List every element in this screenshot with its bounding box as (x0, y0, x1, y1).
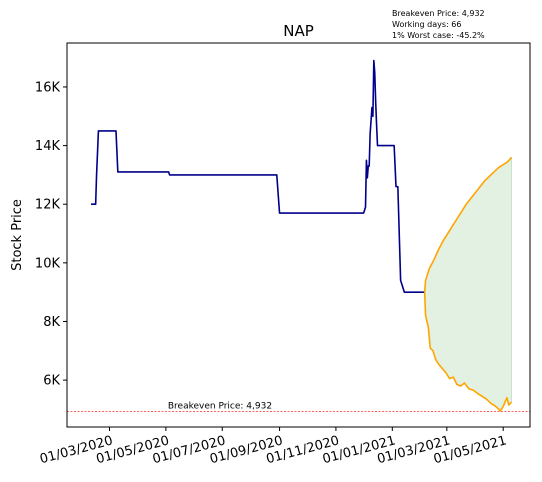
y-tick-label: 6K (43, 374, 60, 389)
y-tick-label: 8K (43, 315, 60, 330)
series-history-line (91, 59, 425, 293)
y-tick-label: 14K (35, 139, 61, 154)
y-tick-label: 16K (35, 80, 61, 95)
chart-title: NAP (283, 22, 314, 40)
y-tick-label: 12K (35, 198, 61, 213)
breakeven-layer: Breakeven Price: 4,932 (67, 401, 530, 412)
forecast-range-layer (424, 157, 513, 411)
y-axis-label: Stock Price (10, 199, 25, 271)
y-tick-label: 10K (35, 256, 61, 271)
breakeven-label: Breakeven Price: 4,932 (168, 401, 272, 411)
forecast-range-fill (424, 157, 512, 411)
annotation-breakeven: Breakeven Price: 4,932 (392, 9, 485, 18)
series-layer (91, 59, 513, 412)
annotation-worst-case: 1% Worst case: -45.2% (392, 31, 485, 40)
y-axis: 6K 8K 10K 12K 14K 16K (35, 80, 67, 389)
annotation-working-days: Working days: 66 (392, 20, 461, 29)
plot-area-frame (66, 42, 531, 428)
series-lower-band-line (423, 292, 513, 412)
series-upper-band-line (423, 156, 513, 293)
